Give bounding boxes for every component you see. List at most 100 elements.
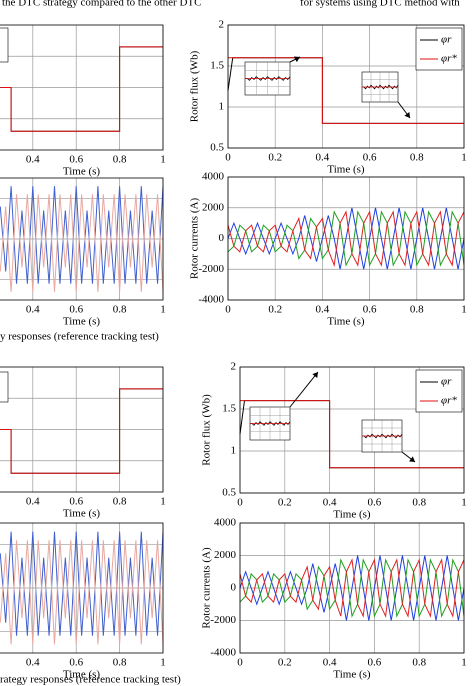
- data-line: [0, 531, 164, 636]
- legend-label: φr*: [441, 395, 457, 407]
- legend-box: [415, 369, 463, 413]
- x-tick-label: 1: [461, 657, 467, 669]
- legend-box: [0, 371, 9, 403]
- x-axis-label: Time (s): [327, 316, 365, 328]
- arrow-head: [294, 56, 300, 63]
- data-line: [239, 558, 465, 618]
- axes-frame: [239, 366, 465, 494]
- y-tick-label: 2: [231, 361, 237, 373]
- y-tick-label: 0.5: [210, 142, 224, 154]
- y-axis-label: Rotor currents (A): [201, 547, 213, 629]
- x-tick-label: 0.4: [26, 657, 40, 669]
- legend-box: [415, 27, 463, 71]
- data-line: [240, 400, 464, 469]
- x-tick-label: 0.8: [113, 154, 127, 166]
- x-tick-label: 0: [237, 497, 243, 509]
- header-text: for systems using DTC method with: [300, 0, 460, 9]
- x-tick-label: 1: [461, 497, 467, 509]
- y-tick-label: 1.5: [210, 60, 224, 72]
- y-tick-label: 1: [219, 101, 225, 113]
- x-tick-label: 0: [237, 657, 243, 669]
- figure-caption: rategy responses (reference tracking tes…: [0, 674, 181, 686]
- axes-frame: [239, 522, 465, 654]
- x-tick-label: 0.4: [323, 497, 337, 509]
- x-tick-label: 0.8: [113, 496, 127, 508]
- axes-frame: [227, 24, 465, 149]
- x-tick-label: 0.4: [26, 304, 40, 316]
- y-tick-label: 2: [219, 19, 225, 31]
- x-tick-label: 0.6: [368, 657, 382, 669]
- legend-label: φr: [441, 376, 452, 388]
- x-tick-label: 1: [160, 154, 166, 166]
- x-tick-label: 0.4: [316, 304, 330, 316]
- x-tick-label: 0.2: [268, 152, 282, 164]
- y-tick-label: -4000: [210, 647, 236, 659]
- y-tick-label: 0: [231, 582, 237, 594]
- x-tick-label: 0.6: [69, 304, 83, 316]
- y-tick-label: -4000: [198, 294, 224, 306]
- axes-frame: [0, 522, 164, 654]
- y-tick-label: 1: [231, 445, 237, 457]
- x-tick-label: 1: [461, 304, 467, 316]
- header-text: the DTC strategy compared to the other D…: [2, 0, 201, 9]
- x-tick-label: 0.8: [410, 152, 424, 164]
- axes-frame: [0, 366, 164, 493]
- x-axis-label: Time (s): [333, 669, 371, 681]
- data-line: [0, 540, 164, 645]
- x-axis-label: Time (s): [63, 669, 101, 681]
- x-tick-label: 0.6: [69, 496, 83, 508]
- x-tick-label: 0.8: [113, 657, 127, 669]
- y-axis-label: Rotor flux (Wb): [201, 394, 213, 466]
- x-tick-label: 0.2: [278, 497, 292, 509]
- y-tick-label: 0.5: [222, 487, 236, 499]
- legend-label: φr: [441, 34, 452, 46]
- legend-label: φr*: [441, 53, 457, 65]
- x-tick-label: 0.6: [69, 657, 83, 669]
- x-tick-label: 0.8: [410, 304, 424, 316]
- x-tick-label: 0.8: [113, 304, 127, 316]
- x-tick-label: 0: [225, 304, 231, 316]
- y-tick-label: 1.5: [222, 403, 236, 415]
- x-tick-label: 0.8: [412, 657, 426, 669]
- arrow-head: [409, 456, 415, 462]
- x-tick-label: 0.4: [26, 496, 40, 508]
- y-tick-label: 4000: [202, 171, 225, 183]
- legend-box: [0, 27, 9, 63]
- data-line: [239, 558, 465, 618]
- x-tick-label: 0.2: [278, 657, 292, 669]
- data-line: [0, 388, 163, 474]
- x-axis-label: Time (s): [63, 166, 101, 178]
- arrow-head: [312, 372, 318, 378]
- inset-arrow: [289, 371, 319, 408]
- x-tick-label: 0.4: [26, 154, 40, 166]
- y-tick-label: 4000: [214, 517, 237, 529]
- x-tick-label: 1: [160, 304, 166, 316]
- x-axis-label: Time (s): [63, 316, 101, 328]
- x-tick-label: 1: [160, 496, 166, 508]
- x-tick-label: 0.6: [69, 154, 83, 166]
- y-tick-label: -2000: [210, 614, 236, 626]
- y-axis-label: Rotor currents (A): [189, 198, 201, 280]
- y-tick-label: -2000: [198, 263, 224, 275]
- y-tick-label: 0: [219, 232, 225, 244]
- data-line: [239, 555, 465, 621]
- data-line: [228, 57, 464, 124]
- x-axis-label: Time (s): [63, 508, 101, 520]
- figure-caption: y responses (reference tracking test): [0, 331, 159, 343]
- x-tick-label: 0.4: [316, 152, 330, 164]
- data-line: [227, 210, 465, 267]
- x-tick-label: 0.8: [412, 497, 426, 509]
- y-axis-label: Rotor flux (Wb): [189, 50, 201, 122]
- y-tick-label: 2000: [202, 201, 225, 213]
- axes-frame: [0, 24, 164, 151]
- x-tick-label: 0.6: [368, 497, 382, 509]
- data-line: [227, 207, 465, 270]
- x-tick-label: 0.6: [363, 304, 377, 316]
- data-line: [0, 186, 164, 284]
- x-axis-label: Time (s): [327, 164, 365, 176]
- x-tick-label: 0.6: [363, 152, 377, 164]
- x-tick-label: 0: [225, 152, 231, 164]
- arrow-head: [404, 112, 410, 118]
- data-line: [0, 46, 163, 132]
